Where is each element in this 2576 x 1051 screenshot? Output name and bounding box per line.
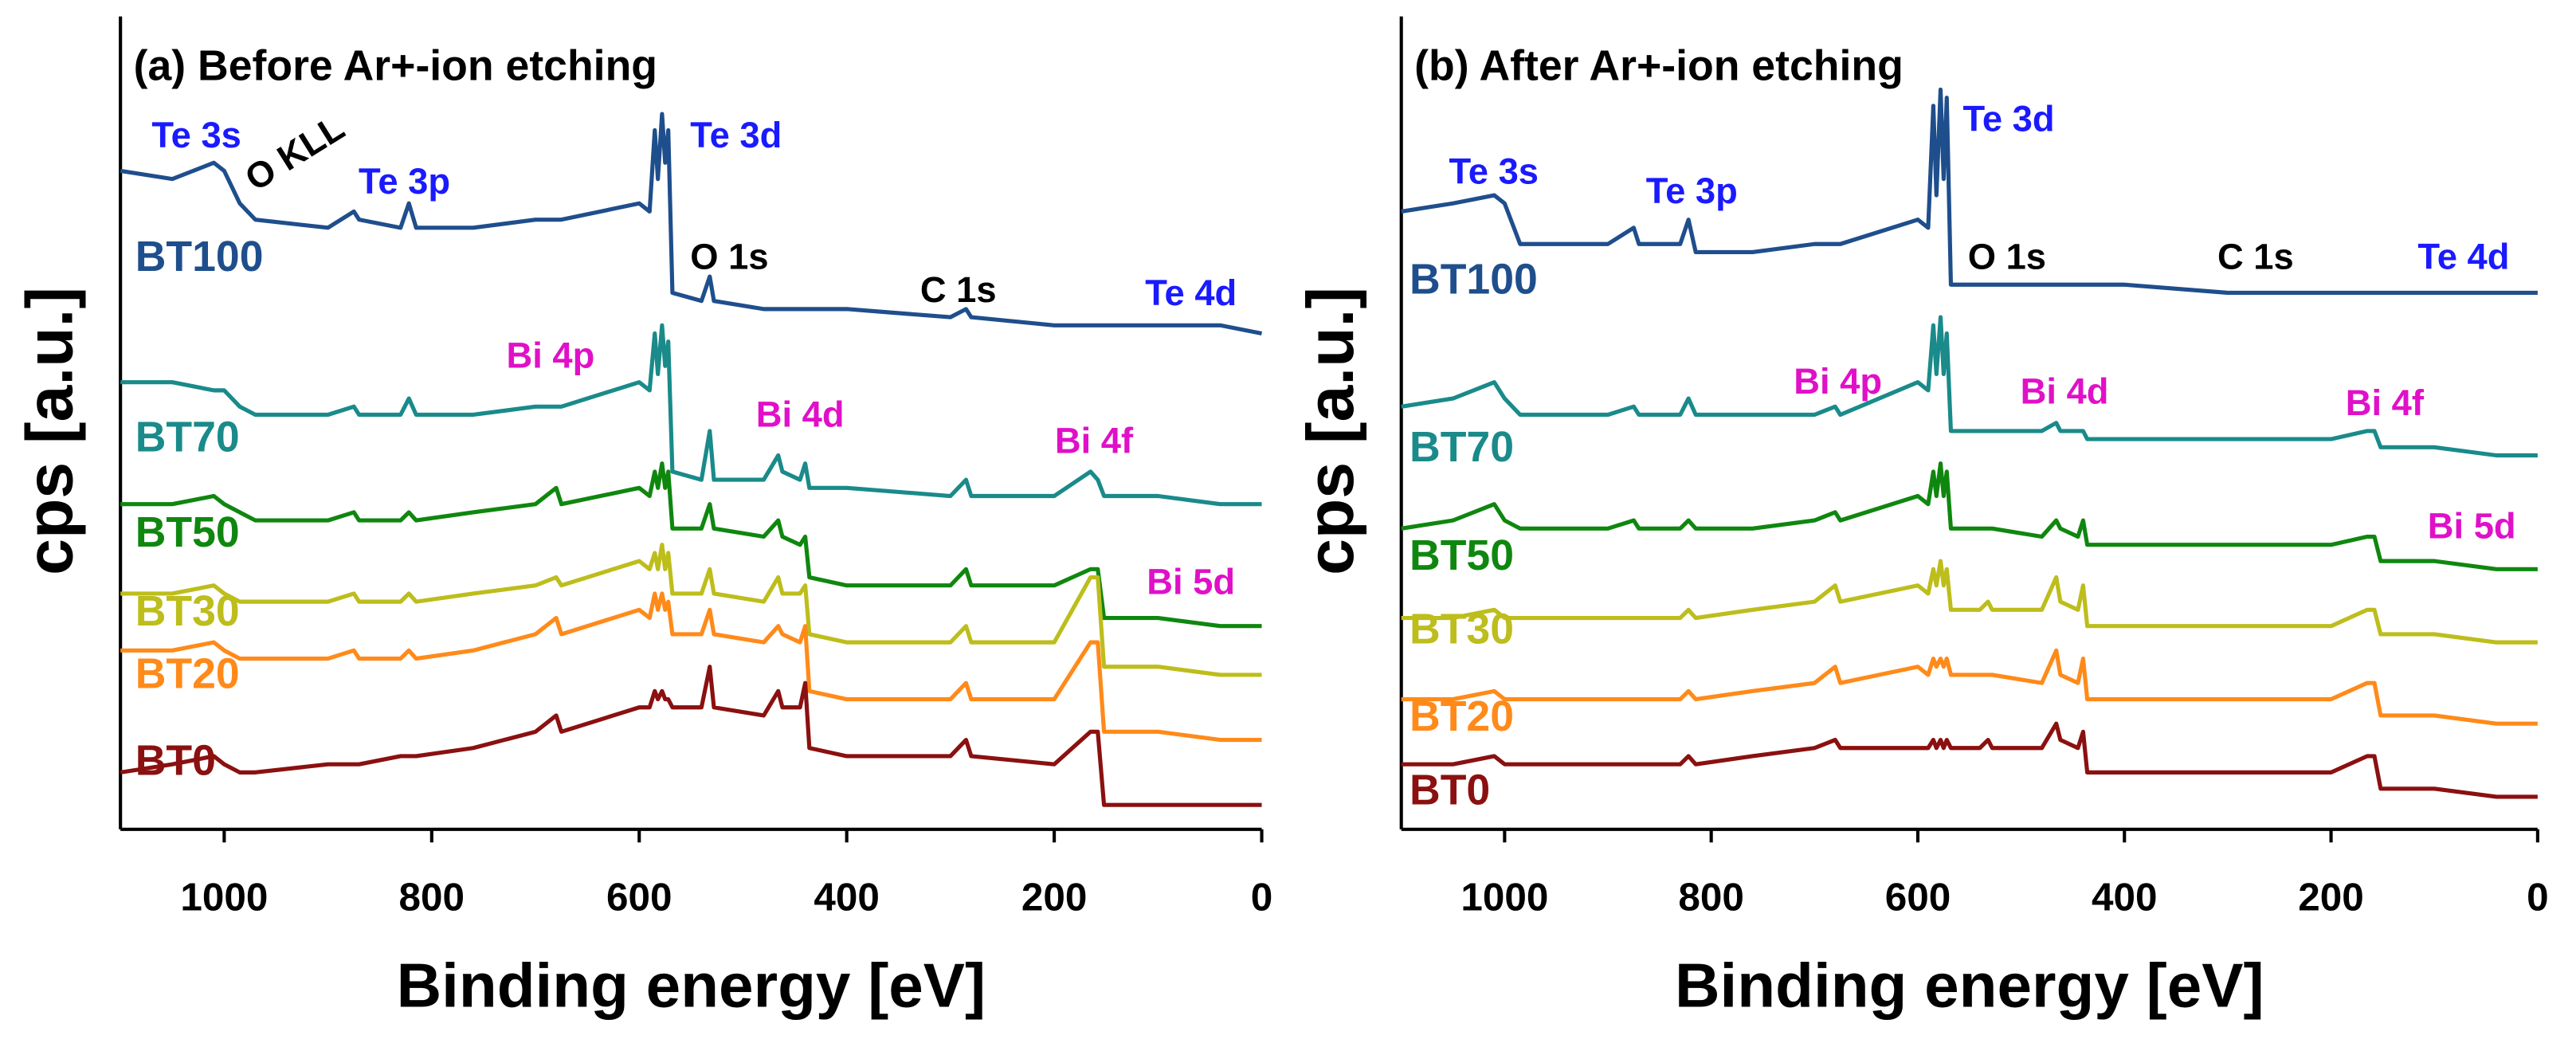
peak-annotation: Te 3d: [1963, 98, 2055, 139]
peak-annotation: Bi 5d: [1147, 562, 1235, 602]
x-tick-label: 1000: [1461, 875, 1548, 919]
spectrum-line: [120, 591, 1262, 743]
x-tick-label: 200: [1021, 875, 1088, 919]
peak-annotation: O 1s: [1968, 237, 2046, 277]
spectrum-line: [120, 461, 1262, 629]
peak-annotation: Bi 4d: [2021, 371, 2109, 412]
panel-title: (a) Before Ar+-ion etching: [134, 42, 657, 90]
x-tick-label: 0: [2527, 875, 2549, 919]
peak-annotation: O 1s: [690, 237, 768, 277]
series-label: BT20: [135, 649, 240, 697]
x-tick-label: 600: [1885, 875, 1951, 919]
series-label: BT70: [135, 413, 240, 461]
x-tick-label: 800: [1678, 875, 1744, 919]
peak-annotation: Te 3s: [1449, 151, 1539, 191]
peak-annotation: C 1s: [2217, 237, 2294, 277]
x-tick-label: 1000: [180, 875, 268, 919]
series-label: BT100: [135, 233, 264, 280]
spectrum-line: [120, 112, 1263, 336]
series-label: BT0: [135, 736, 216, 784]
spectrum-line: [120, 665, 1262, 807]
y-axis-label: cps [a.u.]: [14, 287, 87, 575]
series-label: BT100: [1410, 256, 1538, 304]
spectrum-line: [1401, 721, 2538, 799]
peak-annotation: Te 3p: [1646, 171, 1738, 211]
series-label: BT70: [1410, 423, 1514, 471]
peak-annotation: Bi 4p: [1794, 361, 1882, 402]
x-tick-label: 200: [2298, 875, 2364, 919]
peak-annotation: Te 3s: [151, 115, 241, 155]
spectrum-line: [1401, 648, 2538, 726]
x-tick-label: 600: [606, 875, 672, 919]
spectrum-line: [1401, 559, 2538, 645]
spectrum-line: [1401, 87, 2538, 296]
series-label: BT50: [135, 508, 240, 556]
series-label: BT0: [1410, 767, 1490, 814]
spectrum-line: [1401, 315, 2538, 458]
x-axis-label: Binding energy [eV]: [397, 950, 986, 1020]
peak-annotation: Te 3d: [690, 115, 782, 155]
series-label: BT30: [135, 587, 240, 635]
y-axis-label: cps [a.u.]: [1294, 287, 1367, 575]
peak-annotation: Te 3p: [359, 161, 450, 202]
peak-annotation: Te 4d: [1145, 273, 1237, 313]
series-label: BT20: [1410, 692, 1514, 740]
peak-annotation: Te 4d: [2417, 237, 2509, 277]
x-tick-label: 400: [814, 875, 880, 919]
peak-annotation: Bi 4d: [756, 394, 845, 434]
peak-annotation: Bi 4p: [506, 335, 594, 375]
peak-annotation: Bi 4f: [1055, 420, 1134, 461]
x-tick-label: 800: [399, 875, 465, 919]
peak-annotation: C 1s: [920, 269, 997, 310]
panel-title: (b) After Ar+-ion etching: [1414, 42, 1904, 90]
x-axis-label: Binding energy [eV]: [1675, 950, 2264, 1020]
spectrum-line: [120, 323, 1262, 507]
series-label: BT30: [1410, 606, 1514, 653]
peak-annotation: Bi 5d: [2428, 506, 2516, 547]
x-tick-label: 0: [1251, 875, 1273, 919]
x-tick-label: 400: [2092, 875, 2158, 919]
peak-annotation: Bi 4f: [2346, 382, 2425, 423]
spectrum-line: [1401, 461, 2538, 571]
peak-annotation: O KLL: [238, 107, 351, 198]
series-label: BT50: [1410, 531, 1514, 579]
spectrum-line: [120, 543, 1262, 677]
